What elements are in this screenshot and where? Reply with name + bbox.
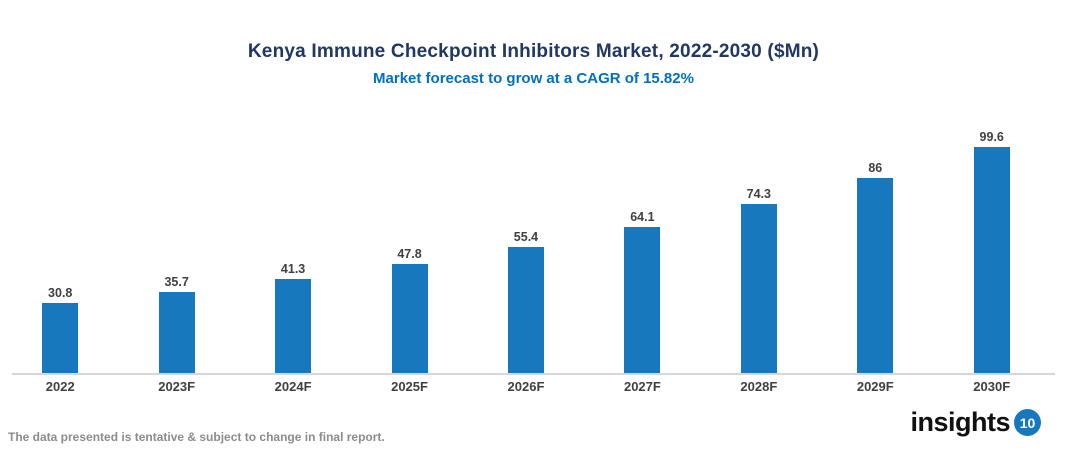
bar-column: 47.8 bbox=[351, 247, 467, 373]
bar-column: 99.6 bbox=[934, 130, 1050, 373]
insights10-logo: insights 10 bbox=[910, 407, 1041, 438]
bar bbox=[42, 303, 79, 373]
plot-area: 30.8 35.7 41.3 47.8 55.4 64.1 74.3 86 99.6 bbox=[2, 123, 1050, 373]
x-axis-tick-label: 2024F bbox=[274, 379, 312, 394]
bar bbox=[275, 279, 312, 373]
bar bbox=[973, 147, 1010, 373]
x-axis-tick-label: 2022 bbox=[45, 379, 75, 394]
x-axis-tick-label: 2027F bbox=[623, 379, 661, 394]
bar-column: 64.1 bbox=[584, 210, 700, 373]
bar-value-label: 99.6 bbox=[979, 130, 1004, 144]
bar-column: 74.3 bbox=[701, 187, 817, 373]
bar-value-label: 55.4 bbox=[513, 230, 539, 244]
chart-title: Kenya Immune Checkpoint Inhibitors Marke… bbox=[247, 41, 820, 62]
x-axis-labels: 2022 2023F 2024F 2025F 2026F 2027F 2028F 2029F 2… bbox=[2, 379, 1050, 394]
chart-subtitle: Market forecast to grow at a CAGR of 15.… bbox=[373, 70, 694, 87]
bar-value-label: 64.1 bbox=[630, 210, 655, 224]
bar-column: 41.3 bbox=[235, 262, 351, 373]
bar bbox=[507, 247, 544, 373]
bar-value-label: 47.8 bbox=[397, 247, 422, 261]
x-axis-line bbox=[12, 373, 1055, 375]
bar bbox=[857, 178, 894, 373]
bar-value-label: 30.8 bbox=[48, 286, 73, 300]
bar bbox=[158, 292, 195, 373]
x-axis-tick-label: 2028F bbox=[740, 379, 778, 394]
bar-value-label: 35.7 bbox=[164, 275, 189, 289]
bar-column: 35.7 bbox=[118, 275, 234, 373]
bar bbox=[740, 204, 777, 373]
x-axis-tick-label: 2025F bbox=[391, 379, 428, 394]
logo-badge: 10 bbox=[1014, 409, 1041, 436]
x-axis-tick-label: 2030F bbox=[973, 379, 1011, 394]
bar-value-label: 74.3 bbox=[746, 187, 772, 201]
disclaimer-text: The data presented is tentative & subjec… bbox=[8, 430, 385, 444]
bar-column: 30.8 bbox=[2, 286, 118, 373]
bar-value-label: 41.3 bbox=[280, 262, 306, 276]
x-axis-tick-label: 2029F bbox=[856, 379, 894, 394]
bar-column: 86 bbox=[817, 161, 933, 373]
bar-column: 55.4 bbox=[468, 230, 584, 373]
logo-text: insights bbox=[910, 407, 1010, 437]
bar bbox=[624, 227, 661, 373]
bar bbox=[391, 264, 428, 373]
bar-value-label: 86 bbox=[868, 161, 883, 175]
x-axis-tick-label: 2026F bbox=[507, 379, 545, 394]
x-axis-tick-label: 2023F bbox=[158, 379, 196, 394]
